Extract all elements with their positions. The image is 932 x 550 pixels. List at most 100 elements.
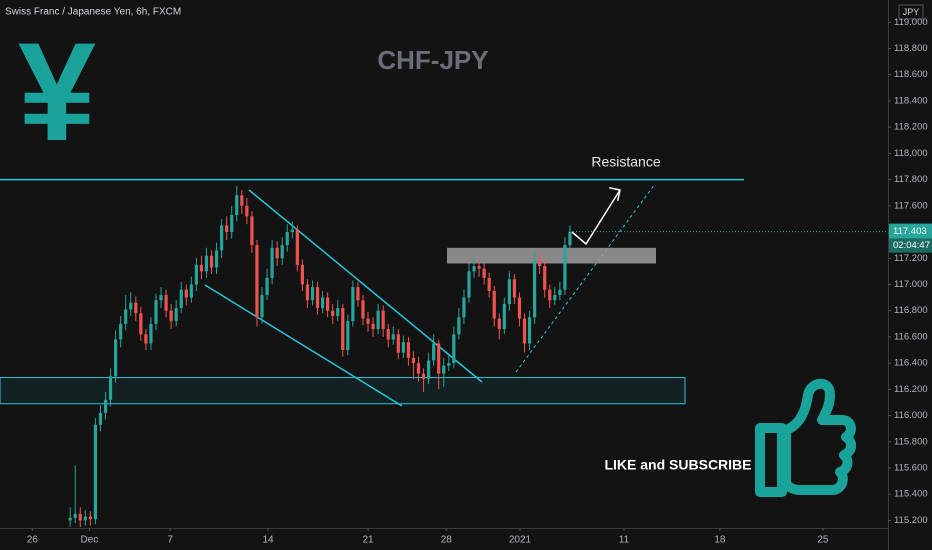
y-tick-label: 115.800	[894, 436, 928, 447]
candle-body	[543, 266, 547, 290]
candle-body	[164, 294, 168, 311]
candle-body	[265, 277, 269, 295]
y-tick-label: 116.800	[894, 305, 928, 316]
candle-body	[124, 309, 128, 324]
x-tick-label: 11	[619, 535, 630, 546]
candle-body	[73, 513, 77, 518]
candle-body	[260, 294, 264, 318]
candle-body	[366, 318, 370, 324]
y-tick-label: 116.200	[894, 384, 928, 395]
y-tick-label: 115.400	[894, 489, 928, 500]
candle-body	[174, 308, 178, 322]
candle-body	[497, 318, 501, 330]
candle-body	[467, 271, 471, 298]
candle-body	[487, 277, 491, 292]
candle-body	[447, 363, 451, 366]
candle-body	[406, 342, 411, 358]
candle-body	[235, 195, 239, 215]
candle-body	[149, 323, 153, 344]
candle-body	[310, 287, 315, 301]
candle-body	[68, 517, 72, 521]
candle-body	[351, 287, 355, 322]
candle-body	[134, 302, 138, 314]
y-tick-label: 116.400	[894, 358, 928, 369]
candle-body	[553, 294, 557, 301]
x-tick-label: 18	[714, 535, 726, 546]
candle-body	[563, 245, 567, 290]
candle-body	[230, 214, 234, 233]
candle-body	[214, 250, 219, 268]
x-tick-label: 28	[441, 535, 453, 546]
trendline	[204, 284, 403, 407]
candle-body	[159, 294, 163, 301]
candle-body	[452, 334, 456, 364]
candle-body	[320, 297, 325, 309]
candle-body	[533, 259, 537, 318]
candle-body	[103, 399, 108, 413]
x-tick-label: 2021	[509, 535, 532, 546]
candle-body	[336, 308, 340, 316]
x-tick-label: 7	[167, 535, 173, 546]
candle-body	[416, 363, 421, 374]
y-tick-label: 117.200	[894, 253, 928, 264]
candle-body	[199, 264, 204, 272]
y-tick-label: 115.200	[894, 515, 928, 526]
price-zone	[447, 247, 656, 264]
y-tick-label: 117.000	[894, 279, 928, 290]
candle-body	[179, 289, 183, 309]
currency: JPY	[903, 7, 920, 17]
candle-body	[442, 365, 446, 374]
candle-body	[356, 287, 360, 301]
candle-body	[139, 313, 143, 335]
candle-body	[432, 343, 436, 361]
candle-body	[305, 284, 310, 301]
candle-body	[558, 289, 562, 295]
drawings	[0, 178, 856, 497]
y-tick-label: 118.200	[894, 122, 928, 133]
candle-body	[391, 334, 395, 340]
arrow-head	[609, 186, 621, 201]
candle-body	[240, 195, 244, 206]
countdown-badge	[889, 238, 932, 253]
y-tick-label: 118.800	[894, 43, 928, 54]
candle-body	[386, 329, 390, 340]
last-price: 117.403	[893, 226, 927, 237]
candle-body	[184, 289, 188, 298]
candle-body	[507, 279, 511, 305]
thumbs-up-icon	[755, 378, 856, 497]
candle-body	[326, 297, 330, 311]
candle-body	[437, 343, 441, 374]
candle-body	[482, 268, 486, 278]
candle-body	[568, 231, 572, 246]
candle-body	[225, 225, 229, 233]
candle-body	[98, 412, 103, 425]
candle-body	[209, 255, 214, 268]
candle-body	[512, 279, 517, 298]
projection-arrow	[571, 189, 621, 246]
x-tick-label: 25	[817, 535, 829, 546]
candle-body	[517, 297, 522, 319]
candle-body	[401, 342, 405, 353]
candle-body	[204, 255, 209, 272]
candle-body	[290, 229, 294, 233]
candle-body	[331, 310, 335, 316]
x-tick-label: 26	[27, 535, 39, 546]
candle-body	[93, 424, 98, 520]
candle-body	[341, 308, 345, 351]
x-tick-label: 21	[362, 535, 374, 546]
y-tick-label: 117.800	[894, 174, 928, 185]
y-tick-label: 118.400	[894, 95, 928, 106]
candle-body	[194, 264, 198, 285]
candle-body	[361, 300, 365, 319]
candle-body	[285, 232, 289, 246]
y-tick-label: 115.600	[894, 463, 928, 474]
candle-body	[411, 357, 416, 364]
candle-body	[108, 376, 113, 400]
y-tick-label: 119.000	[894, 17, 928, 28]
candle-body	[502, 304, 506, 330]
candle-body	[255, 245, 259, 318]
candles	[68, 186, 572, 527]
candle-body	[421, 373, 426, 379]
candle-body	[114, 339, 118, 377]
